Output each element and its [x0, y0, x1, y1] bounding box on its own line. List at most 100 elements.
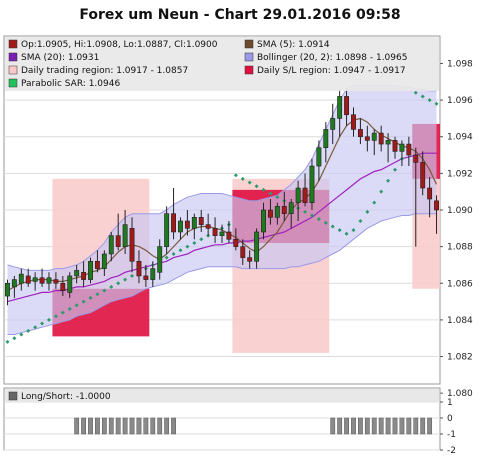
- y-tick-label: 1.086: [447, 279, 473, 289]
- candle-body: [136, 260, 142, 277]
- sar-point: [116, 281, 121, 286]
- candle: [101, 250, 107, 276]
- sar-point: [33, 325, 38, 330]
- candle: [150, 261, 156, 287]
- candle-body: [261, 209, 266, 233]
- sar-point: [12, 336, 17, 341]
- candle: [434, 195, 439, 234]
- candle: [157, 239, 163, 280]
- candle-body: [337, 96, 343, 119]
- candle: [11, 275, 17, 298]
- sub-y-tick-label: -1: [447, 430, 456, 440]
- sub-y-tick-label: -2: [447, 446, 456, 456]
- candle-body: [378, 132, 384, 145]
- y-tick-label: 1.094: [447, 133, 473, 143]
- candle: [74, 264, 80, 284]
- sar-point: [309, 213, 314, 218]
- sar-point: [74, 303, 79, 308]
- long-short-bar: [413, 417, 419, 435]
- candle-body: [274, 206, 280, 218]
- candle: [357, 118, 363, 145]
- long-short-bar: [88, 417, 93, 435]
- sma20-line: [7, 152, 437, 303]
- candle: [25, 268, 31, 287]
- candle: [406, 136, 412, 167]
- candle: [254, 228, 260, 269]
- candle: [323, 122, 329, 163]
- sar-point: [53, 314, 58, 319]
- candle-body: [171, 213, 177, 233]
- sar-point: [109, 284, 114, 289]
- candle: [274, 202, 280, 225]
- candle: [164, 206, 170, 254]
- candle-body: [67, 275, 73, 293]
- legend-label: Daily S/L region: 1.0947 - 1.0917: [257, 66, 406, 76]
- sub-legend-swatch: [8, 391, 18, 401]
- long-short-bar: [81, 417, 86, 435]
- long-short-bar: [74, 417, 80, 435]
- long-short-bar: [115, 417, 121, 435]
- candle-body: [434, 200, 439, 211]
- candle: [344, 89, 350, 126]
- long-short-bar: [385, 417, 391, 435]
- main-panel: 1.080 1.082 1.084 1.086 1.088 1.090 1.092 1.094…: [3, 35, 473, 399]
- candlesticks: [5, 89, 439, 306]
- sar-point: [427, 98, 432, 103]
- candle: [88, 257, 93, 284]
- candle-body: [323, 129, 329, 149]
- candle-body: [101, 253, 107, 269]
- sar-point: [247, 180, 252, 185]
- candle-body: [60, 282, 66, 291]
- candle-body: [427, 187, 433, 200]
- sar-point: [46, 317, 51, 322]
- candle-body: [385, 140, 391, 145]
- candle-body: [392, 140, 398, 152]
- candle-body: [420, 162, 426, 189]
- candle-body: [399, 143, 405, 152]
- candle-body: [32, 277, 38, 282]
- long-short-bar: [358, 417, 363, 435]
- candle-body: [281, 206, 287, 214]
- long-short-bar: [101, 417, 107, 435]
- sar-point: [123, 277, 128, 282]
- y-tick-label: 1.088: [447, 243, 473, 253]
- long-short-bar: [378, 417, 384, 435]
- legend-label: SMA (20): 1.0931: [21, 53, 99, 63]
- candle-body: [157, 246, 163, 273]
- candle: [81, 261, 87, 287]
- candle-body: [219, 231, 225, 236]
- legend-swatch: [244, 52, 254, 62]
- candle: [371, 129, 377, 156]
- long-short-bar: [427, 417, 433, 435]
- candle-body: [267, 209, 273, 218]
- candle-body: [371, 132, 377, 141]
- candle: [226, 220, 232, 243]
- candle: [32, 272, 38, 291]
- candle: [60, 275, 66, 297]
- candle-body: [191, 217, 197, 229]
- legend: Op:1.0905, Hi:1.0908, Lo:1.0887, Cl:1.09…: [5, 37, 439, 91]
- long-short-bar: [337, 417, 343, 435]
- candle-body: [74, 270, 80, 277]
- candle: [53, 272, 59, 289]
- candle: [171, 188, 177, 240]
- candle-body: [81, 271, 87, 280]
- candle: [302, 173, 308, 207]
- sar-point: [303, 209, 308, 214]
- candle: [5, 279, 10, 306]
- candle: [288, 199, 294, 229]
- candle: [129, 217, 135, 273]
- candle-body: [46, 277, 52, 284]
- candle: [413, 147, 419, 247]
- long-short-bar: [371, 417, 377, 435]
- long-short-bar: [330, 417, 336, 435]
- candle-body: [198, 217, 204, 225]
- long-short-bar: [171, 417, 176, 435]
- candle: [281, 191, 287, 221]
- sub-y-tick-label: 1: [447, 398, 453, 408]
- candle: [108, 231, 114, 262]
- sar-point: [372, 200, 377, 205]
- long-short-axis: 1 0 -1 -2: [440, 398, 456, 456]
- candle-body: [143, 275, 149, 280]
